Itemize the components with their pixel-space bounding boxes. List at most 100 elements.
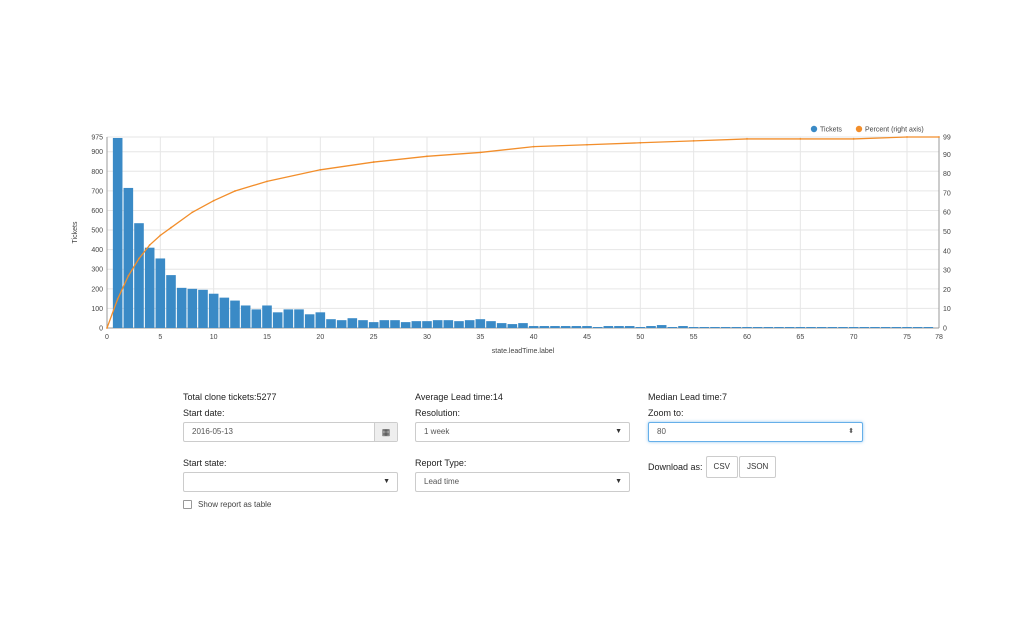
bar [336,320,347,328]
bar [614,326,624,328]
x-tick-label: 15 [263,334,271,341]
bar [891,327,902,328]
bar [262,305,272,328]
resolution-select[interactable]: 1 week ▼ [415,422,630,442]
y-right-tick-label: 99 [943,135,951,142]
report-type-value: Lead time [424,477,460,486]
y-tick-label: 400 [91,247,103,254]
bar [742,327,752,328]
y-tick-label: 700 [91,188,103,195]
bar [315,312,326,328]
show-table-option[interactable]: Show report as table [183,500,271,509]
bar [848,327,859,328]
percent-point [148,244,151,246]
bar [347,318,358,328]
y-right-tick-label: 90 [943,152,951,159]
show-table-checkbox[interactable] [183,500,192,509]
bar [240,305,251,328]
percent-point [479,151,482,154]
bar [432,320,443,328]
bar [208,293,219,328]
bar [443,320,454,328]
bar [198,289,208,328]
x-tick-label: 78 [935,334,943,341]
legend-label-percent: Percent (right axis) [865,127,924,134]
bar [400,322,411,328]
average-lead-time: Average Lead time:14 [415,392,503,402]
bar [870,327,880,328]
bar [144,247,155,328]
bar [326,319,336,328]
start-date-value: 2016-05-13 [192,427,233,436]
y-axis-title: Tickets [72,221,79,243]
percent-point [138,257,140,260]
percent-point [266,180,268,183]
start-state-select[interactable]: ▼ [183,472,398,492]
y-tick-label: 100 [91,306,103,313]
x-tick-label: 75 [903,334,911,341]
x-tick-label: 50 [636,334,644,341]
bar [486,321,496,328]
json-button[interactable]: JSON [739,456,777,478]
bar [795,327,806,328]
bar [603,326,614,328]
download-row: Download as: CSV JSON [648,456,863,478]
x-tick-label: 60 [743,334,751,341]
x-tick-label: 70 [850,334,858,341]
percent-point [799,138,802,140]
bar [422,321,432,328]
zoom-input[interactable]: 80 ⬍ [648,422,863,442]
y-tick-label: 800 [91,169,103,176]
bar [528,326,539,328]
y-right-tick-label: 50 [943,229,951,236]
bar [806,327,816,328]
zoom-label: Zoom to: [648,408,684,418]
bar [294,309,304,328]
bar [358,320,368,328]
x-tick-label: 0 [105,334,109,341]
bar [816,327,827,328]
bar [827,327,838,328]
report-type-select[interactable]: Lead time ▼ [415,472,630,492]
y-right-tick-label: 60 [943,210,951,217]
chevron-down-icon: ▼ [383,478,390,485]
percent-point [426,155,428,158]
bar [688,327,699,328]
bar [272,312,283,328]
bar [454,321,464,328]
start-date-input[interactable]: 2016-05-13 ▦ [183,422,398,442]
bar [923,327,934,328]
show-table-label: Show report as table [198,500,272,509]
percent-point [746,138,748,140]
bar [219,297,230,328]
start-date-label: Start date: [183,408,225,418]
bar [656,325,667,328]
bar [635,327,646,328]
resolution-value: 1 week [424,427,450,436]
bar [187,288,198,328]
bar [390,320,400,328]
bar [475,319,486,328]
bar [784,327,795,328]
percent-point [159,234,162,237]
bar [134,223,144,328]
percent-point [191,211,194,214]
y-right-tick-label: 80 [943,171,951,178]
spinner-icon[interactable]: ⬍ [848,428,854,435]
calendar-icon[interactable]: ▦ [374,423,397,441]
y-tick-label: 600 [91,208,103,215]
bar [464,320,475,328]
percent-point [170,226,172,229]
x-tick-label: 30 [423,334,431,341]
bar [550,326,560,328]
median-lead-time: Median Lead time:7 [648,392,728,402]
y-tick-label: 900 [91,149,103,156]
y-right-tick-label: 20 [943,287,951,294]
bar [902,327,912,328]
x-tick-label: 35 [476,334,484,341]
csv-button[interactable]: CSV [705,456,738,478]
bar [582,326,592,328]
y-right-tick-label: 30 [943,268,951,275]
x-tick-label: 5 [158,334,162,341]
percent-point [906,136,908,138]
